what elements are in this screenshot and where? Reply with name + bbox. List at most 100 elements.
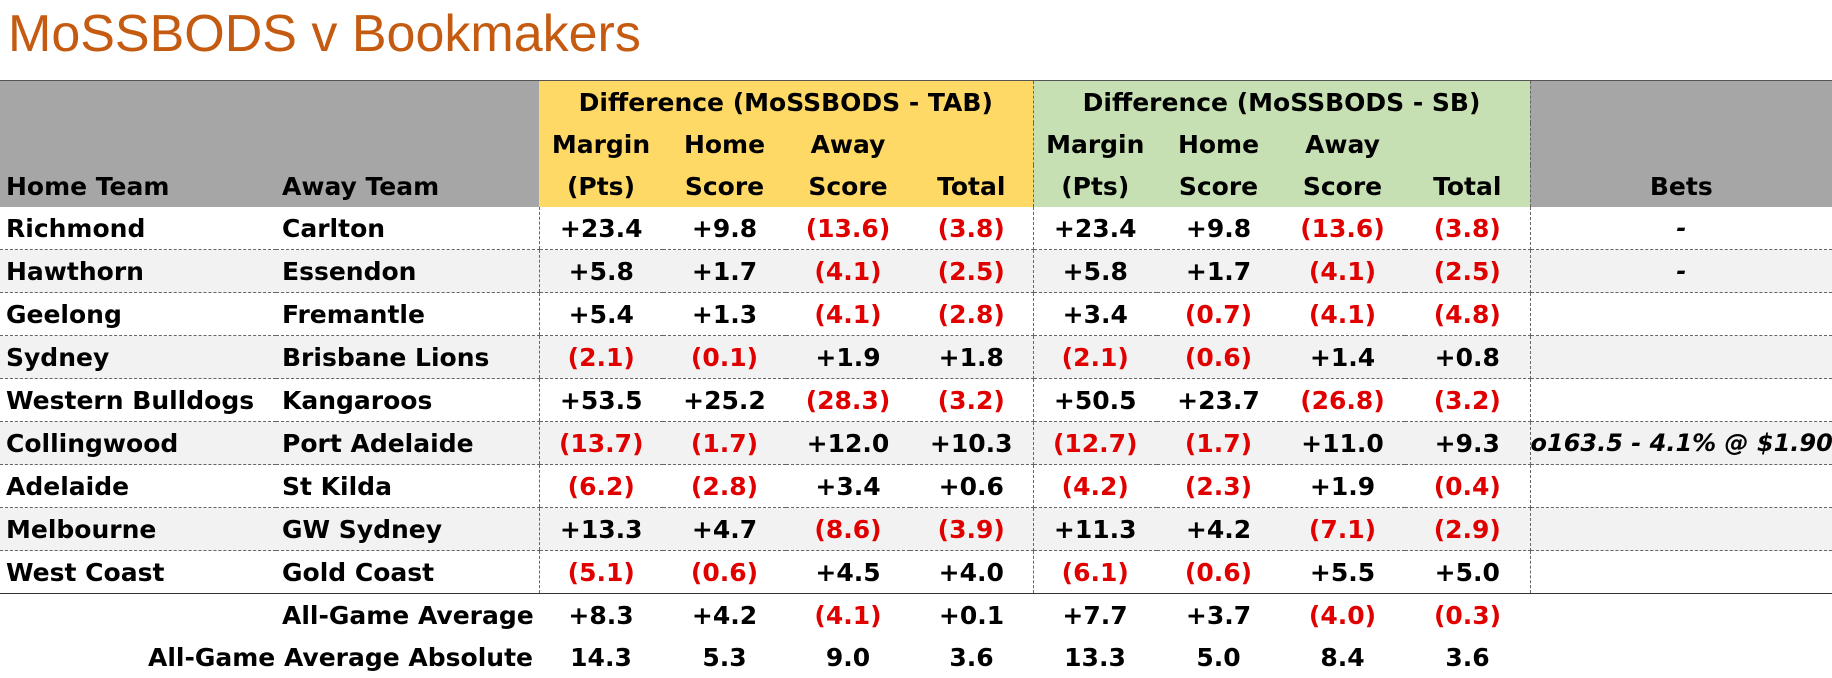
bets-cell [1530,293,1832,336]
bets-cell [1530,465,1832,508]
away-team-cell: Kangaroos [276,379,539,422]
sb-total-cell: (0.4) [1405,465,1530,508]
summary-tab-total-cell: 3.6 [910,636,1033,678]
sb-away-score-cell: +1.4 [1280,336,1405,379]
sb-margin-cell: +5.8 [1033,250,1157,293]
summary-row: All-Game Average+8.3+4.2(4.1)+0.1+7.7+3.… [0,594,1832,637]
sb-away-score-cell: (7.1) [1280,508,1405,551]
tab-away-score-cell: +3.4 [786,465,910,508]
sb-away-score-cell: (4.1) [1280,293,1405,336]
tab-total-cell: (2.8) [910,293,1033,336]
header-sb-margin-top: Margin [1033,123,1157,165]
header-away-blank [276,81,539,124]
summary-tab-total-cell: +0.1 [910,594,1033,637]
tab-away-score-cell: (4.1) [786,250,910,293]
tab-total-cell: (3.8) [910,207,1033,250]
sb-home-score-cell: +9.8 [1157,207,1280,250]
header-row-group: Difference (MoSSBODS - TAB) Difference (… [0,81,1832,124]
header-tab-home: Score [663,165,786,207]
sb-home-score-cell: (0.6) [1157,551,1280,594]
tab-margin-cell: +23.4 [539,207,663,250]
bets-cell [1530,336,1832,379]
summary-bets-blank [1530,636,1832,678]
sb-home-score-cell: (1.7) [1157,422,1280,465]
sb-margin-cell: (6.1) [1033,551,1157,594]
tab-home-score-cell: (1.7) [663,422,786,465]
summary-sb-margin-cell: +7.7 [1033,594,1157,637]
tab-margin-cell: (6.2) [539,465,663,508]
table-summary: All-Game Average+8.3+4.2(4.1)+0.1+7.7+3.… [0,594,1832,678]
sb-total-cell: (3.8) [1405,207,1530,250]
header-tab-home-top: Home [663,123,786,165]
sb-home-score-cell: (0.6) [1157,336,1280,379]
sb-total-cell: (2.9) [1405,508,1530,551]
header-sb-total-top [1405,123,1530,165]
tab-away-score-cell: +1.9 [786,336,910,379]
tab-home-score-cell: (0.6) [663,551,786,594]
away-team-cell: Essendon [276,250,539,293]
home-team-cell: Melbourne [0,508,276,551]
summary-tab-away-score-cell: (4.1) [786,594,910,637]
bets-cell [1530,551,1832,594]
sb-away-score-cell: (4.1) [1280,250,1405,293]
header-tab-margin: (Pts) [539,165,663,207]
sb-margin-cell: (2.1) [1033,336,1157,379]
sb-home-score-cell: (2.3) [1157,465,1280,508]
summary-tab-home-score-cell: +4.2 [663,594,786,637]
sb-margin-cell: +23.4 [1033,207,1157,250]
tab-away-score-cell: (4.1) [786,293,910,336]
header-sb-total: Total [1405,165,1530,207]
tab-away-score-cell: (28.3) [786,379,910,422]
sb-total-cell: +5.0 [1405,551,1530,594]
tab-margin-cell: +5.4 [539,293,663,336]
tab-total-cell: +1.8 [910,336,1033,379]
home-team-cell: West Coast [0,551,276,594]
summary-sb-away-score-cell: (4.0) [1280,594,1405,637]
away-team-cell: GW Sydney [276,508,539,551]
header-tab-total: Total [910,165,1033,207]
tab-home-score-cell: +9.8 [663,207,786,250]
bets-cell: o163.5 - 4.1% @ $1.90 [1530,422,1832,465]
sb-margin-cell: +3.4 [1033,293,1157,336]
header-tab-margin-top: Margin [539,123,663,165]
summary-label-cell [0,594,276,637]
tab-away-score-cell: (13.6) [786,207,910,250]
tab-away-score-cell: (8.6) [786,508,910,551]
sb-home-score-cell: +1.7 [1157,250,1280,293]
tab-total-cell: +4.0 [910,551,1033,594]
tab-margin-cell: (13.7) [539,422,663,465]
tab-margin-cell: +53.5 [539,379,663,422]
summary-sb-away-score-cell: 8.4 [1280,636,1405,678]
home-team-cell: Richmond [0,207,276,250]
sb-total-cell: +9.3 [1405,422,1530,465]
summary-sb-home-score-cell: +3.7 [1157,594,1280,637]
tab-margin-cell: +13.3 [539,508,663,551]
sb-total-cell: (4.8) [1405,293,1530,336]
sb-home-score-cell: +23.7 [1157,379,1280,422]
home-team-cell: Adelaide [0,465,276,508]
summary-label: All-Game Average [276,594,539,637]
tab-total-cell: (2.5) [910,250,1033,293]
bets-cell: - [1530,250,1832,293]
header-sb-away-top: Away [1280,123,1405,165]
sb-total-cell: (3.2) [1405,379,1530,422]
summary-sb-home-score-cell: 5.0 [1157,636,1280,678]
page-title: MoSSBODS v Bookmakers [8,8,641,60]
header-sb-home-top: Home [1157,123,1280,165]
header-home-blank [0,81,276,124]
sb-away-score-cell: +1.9 [1280,465,1405,508]
tab-away-score-cell: +4.5 [786,551,910,594]
home-team-cell: Geelong [0,293,276,336]
summary-bets-blank [1530,594,1832,637]
away-team-cell: Port Adelaide [276,422,539,465]
header-sb-home: Score [1157,165,1280,207]
away-team-cell: St Kilda [276,465,539,508]
bets-cell: - [1530,207,1832,250]
